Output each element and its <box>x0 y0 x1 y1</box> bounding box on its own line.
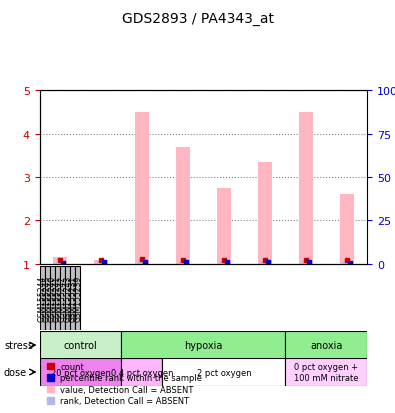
Text: 0 pct oxygen +
100 mM nitrate: 0 pct oxygen + 100 mM nitrate <box>294 363 359 382</box>
Text: GSM155243: GSM155243 <box>63 275 72 321</box>
FancyBboxPatch shape <box>45 266 50 330</box>
FancyBboxPatch shape <box>50 266 55 330</box>
FancyBboxPatch shape <box>75 266 81 330</box>
Bar <box>94 260 108 264</box>
Text: GSM155231: GSM155231 <box>68 275 77 321</box>
Text: control: control <box>64 340 97 350</box>
FancyBboxPatch shape <box>122 358 162 386</box>
Bar <box>340 195 354 264</box>
Bar <box>299 113 313 264</box>
Text: 2 pct oxygen: 2 pct oxygen <box>197 368 251 377</box>
Text: GSM155245: GSM155245 <box>43 275 52 321</box>
Bar <box>56 262 64 264</box>
Text: 20 pct oxygen: 20 pct oxygen <box>51 368 111 377</box>
Bar <box>342 262 351 264</box>
Bar <box>53 258 67 264</box>
Text: hypoxia: hypoxia <box>184 340 223 350</box>
Text: GSM155244: GSM155244 <box>38 275 47 321</box>
FancyBboxPatch shape <box>162 358 285 386</box>
Bar <box>301 261 310 264</box>
FancyBboxPatch shape <box>60 266 65 330</box>
Bar <box>97 261 105 264</box>
FancyBboxPatch shape <box>65 266 70 330</box>
Bar <box>135 113 149 264</box>
FancyBboxPatch shape <box>40 331 122 359</box>
FancyBboxPatch shape <box>55 266 60 330</box>
Text: GDS2893 / PA4343_at: GDS2893 / PA4343_at <box>122 12 273 26</box>
FancyBboxPatch shape <box>122 331 285 359</box>
Bar <box>137 261 146 264</box>
Text: stress: stress <box>4 340 33 350</box>
Bar <box>176 147 190 264</box>
Text: anoxia: anoxia <box>310 340 342 350</box>
Legend: count, percentile rank within the sample, value, Detection Call = ABSENT, rank, : count, percentile rank within the sample… <box>44 359 206 409</box>
FancyBboxPatch shape <box>285 358 367 386</box>
Text: GSM155242: GSM155242 <box>58 275 67 321</box>
Text: GSM155239: GSM155239 <box>73 275 83 321</box>
Text: GSM155241: GSM155241 <box>53 275 62 321</box>
Text: 0.4 pct oxygen: 0.4 pct oxygen <box>111 368 173 377</box>
FancyBboxPatch shape <box>40 266 45 330</box>
Bar <box>261 261 269 264</box>
Text: dose: dose <box>4 367 27 377</box>
Bar <box>217 188 231 264</box>
Text: GSM155240: GSM155240 <box>48 275 57 321</box>
FancyBboxPatch shape <box>70 266 75 330</box>
FancyBboxPatch shape <box>285 331 367 359</box>
Bar <box>258 162 272 264</box>
FancyBboxPatch shape <box>40 358 122 386</box>
Bar <box>220 261 228 264</box>
Bar <box>179 261 187 264</box>
